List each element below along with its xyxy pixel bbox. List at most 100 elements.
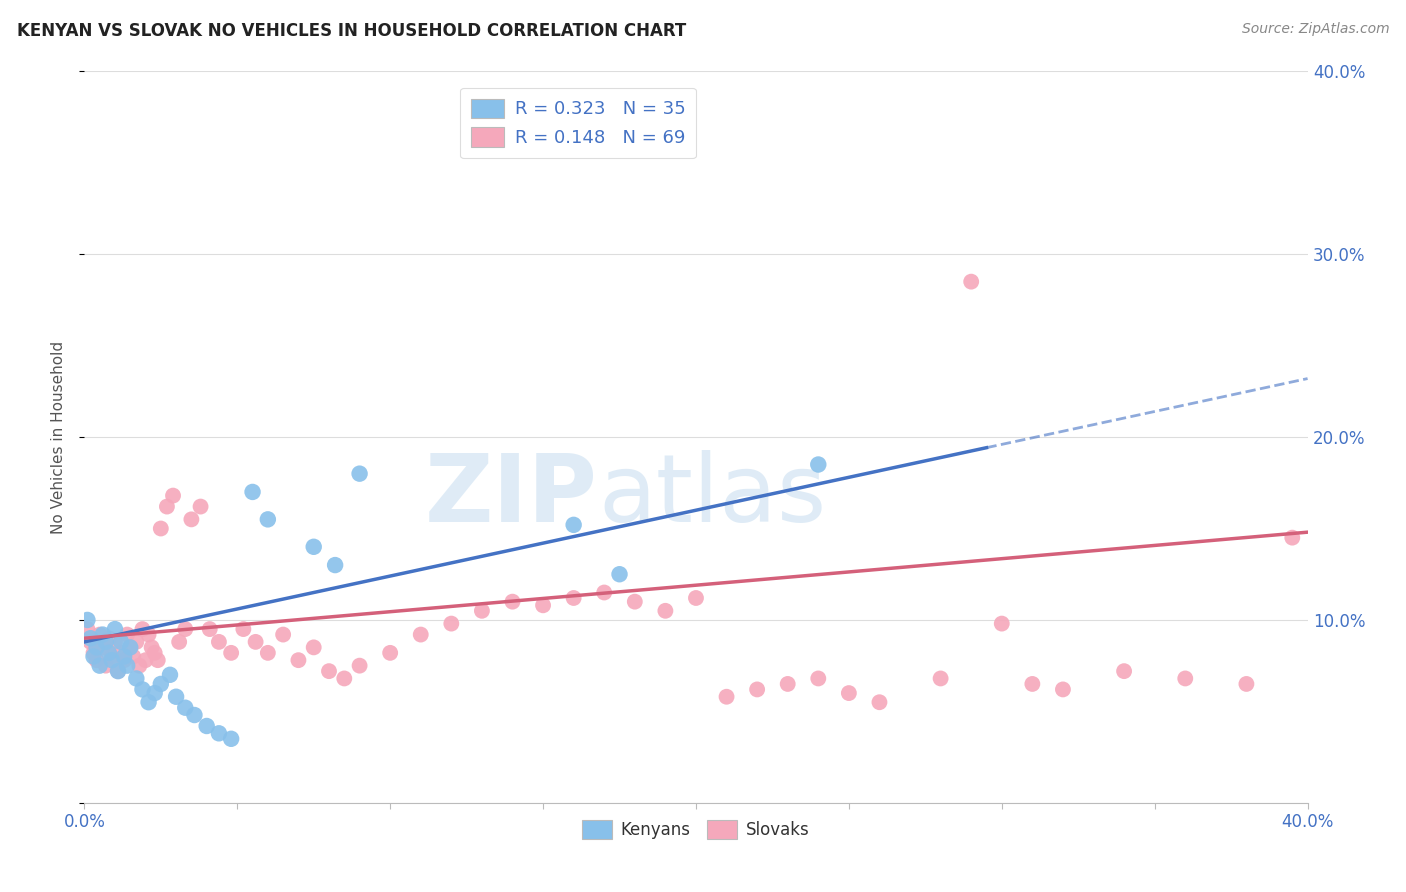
Point [101,653,124,667]
Point [654,604,676,618]
Point [807,458,830,472]
Point [208,635,231,649]
Point [101,649,124,664]
Point [174,622,197,636]
Point [302,540,325,554]
Point [120,640,142,655]
Point [1281,531,1303,545]
Y-axis label: No Vehicles in Household: No Vehicles in Household [51,341,66,533]
Point [91,640,114,655]
Point [242,485,264,500]
Point [807,672,830,686]
Point [190,500,212,514]
Point [138,695,160,709]
Point [104,635,127,649]
Point [838,686,860,700]
Point [257,646,280,660]
Point [318,664,340,678]
Point [232,622,254,636]
Point [107,664,129,678]
Point [593,585,616,599]
Point [271,627,294,641]
Point [79,635,101,649]
Point [776,677,799,691]
Point [747,682,769,697]
Point [120,640,142,655]
Point [86,640,108,655]
Point [323,558,346,573]
Point [349,467,371,481]
Point [562,591,585,605]
Point [83,646,105,660]
Point [409,627,432,641]
Point [83,649,105,664]
Point [122,649,145,664]
Point [115,658,138,673]
Point [125,635,148,649]
Point [159,667,181,681]
Point [165,690,187,704]
Point [685,591,707,605]
Point [112,649,135,664]
Point [76,622,98,636]
Point [609,567,631,582]
Point [135,653,157,667]
Point [869,695,891,709]
Point [929,672,952,686]
Text: ZIP: ZIP [425,450,598,541]
Point [128,658,150,673]
Legend: Kenyans, Slovaks: Kenyans, Slovaks [576,814,815,846]
Point [287,653,309,667]
Point [195,719,218,733]
Point [531,599,554,613]
Point [624,594,647,608]
Point [146,653,169,667]
Point [131,622,153,636]
Point [333,672,356,686]
Point [89,658,111,673]
Point [562,517,585,532]
Point [149,521,172,535]
Point [112,653,135,667]
Point [91,627,114,641]
Point [104,622,127,636]
Point [219,646,242,660]
Point [125,672,148,686]
Text: Source: ZipAtlas.com: Source: ZipAtlas.com [1241,22,1389,37]
Point [183,708,205,723]
Point [257,512,280,526]
Point [302,640,325,655]
Point [86,653,108,667]
Text: atlas: atlas [598,450,827,541]
Point [167,635,190,649]
Point [440,616,463,631]
Point [149,677,172,691]
Point [89,627,111,641]
Point [79,632,101,646]
Point [1114,664,1136,678]
Point [110,635,132,649]
Point [143,646,166,660]
Point [110,646,132,660]
Point [208,726,231,740]
Point [76,613,98,627]
Point [349,658,371,673]
Point [219,731,242,746]
Point [97,632,120,646]
Point [1236,677,1258,691]
Point [141,640,163,655]
Point [107,664,129,678]
Point [198,622,221,636]
Point [97,646,120,660]
Point [716,690,738,704]
Point [156,500,179,514]
Point [94,658,117,673]
Point [471,604,494,618]
Point [131,682,153,697]
Point [380,646,402,660]
Point [143,686,166,700]
Text: KENYAN VS SLOVAK NO VEHICLES IN HOUSEHOLD CORRELATION CHART: KENYAN VS SLOVAK NO VEHICLES IN HOUSEHOL… [17,22,686,40]
Point [245,635,267,649]
Point [502,594,524,608]
Point [138,627,160,641]
